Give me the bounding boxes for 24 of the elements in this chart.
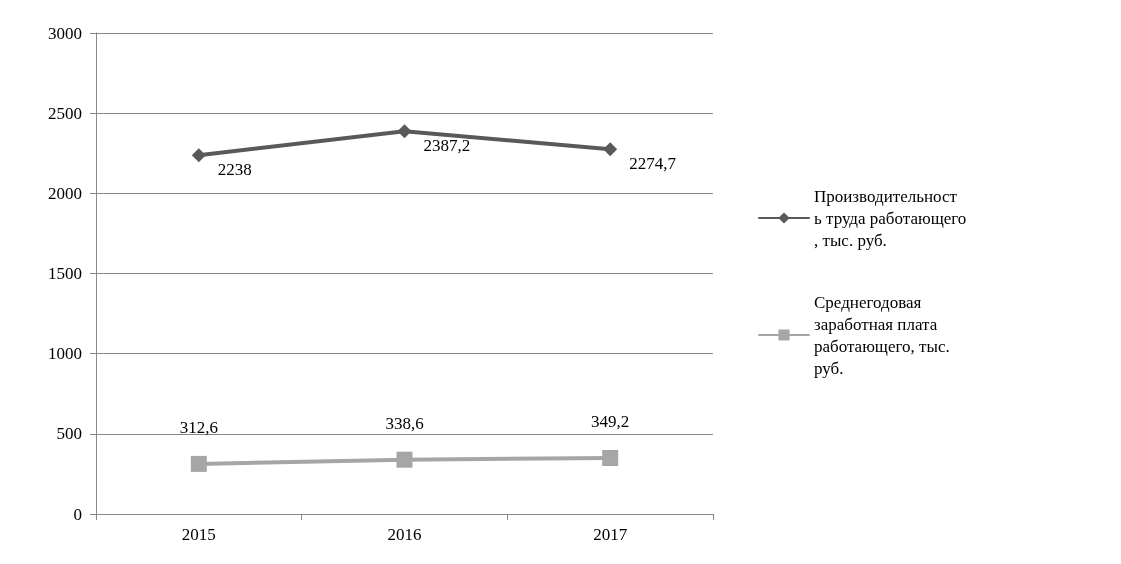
data-label: 349,2 [591, 412, 630, 432]
y-tick-label: 1500 [48, 264, 82, 283]
y-tick-label: 3000 [48, 23, 82, 43]
y-tick-label: 2500 [48, 103, 82, 123]
x-tick-label: 2015 [181, 525, 216, 544]
data-label: 2274,7 [629, 153, 677, 173]
x-tick-label: 2016 [387, 525, 422, 544]
y-tick-label: 2000 [48, 183, 82, 203]
y-tick-label: 0 [73, 504, 82, 524]
data-label: 2238 [217, 159, 252, 179]
y-tick-label: 1000 [48, 344, 82, 364]
x-tick-label: 2017 [593, 525, 628, 544]
point [603, 142, 618, 157]
point [191, 148, 206, 163]
point [190, 455, 207, 472]
point [396, 451, 413, 468]
point [602, 450, 619, 467]
data-label: 2387,2 [423, 135, 471, 155]
point [397, 124, 412, 139]
legend-label: Производительность труда работающего, тыс. руб. [814, 186, 967, 250]
data-label: 312,6 [179, 417, 218, 437]
legend-label: Среднегодовая заработная плата работающего, тыс. руб. [814, 292, 954, 378]
y-tick-label: 500 [56, 424, 82, 444]
data-label: 338,6 [385, 413, 424, 433]
